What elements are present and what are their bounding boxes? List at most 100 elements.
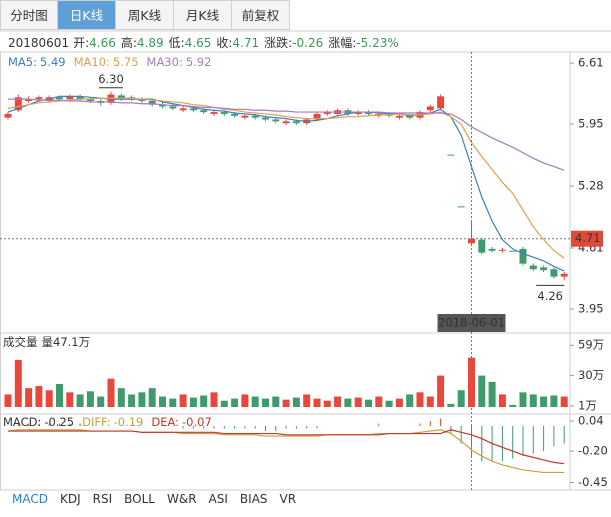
- y-tick-label: 30万: [578, 368, 604, 382]
- volume-bar: [200, 395, 208, 407]
- volume-bar: [262, 398, 269, 407]
- legend-value: -0.25: [44, 415, 74, 429]
- volume-bar: [437, 375, 445, 407]
- field-value: 4.65: [184, 36, 212, 50]
- volume-bar: [107, 378, 115, 407]
- volume-bar: [498, 394, 506, 407]
- candle-body: [210, 112, 218, 114]
- volume-bar: [375, 396, 383, 407]
- candle-body: [560, 273, 568, 277]
- volume-bar: [529, 394, 537, 407]
- field-label: 涨幅:: [328, 36, 357, 50]
- legend-sep: :: [37, 415, 41, 429]
- volume-bar: [292, 397, 300, 407]
- indicator-tab[interactable]: BOLL: [124, 492, 155, 506]
- field-label: 高:: [120, 36, 137, 50]
- indicator-tab[interactable]: RSI: [92, 492, 113, 506]
- indicator-tab[interactable]: KDJ: [59, 492, 81, 506]
- date-marker: [437, 314, 506, 332]
- volume-bar: [354, 397, 362, 407]
- max-label: 6.30: [98, 72, 124, 86]
- candle-body: [519, 248, 527, 264]
- indicator-tab[interactable]: MACD: [12, 492, 48, 506]
- legend: MA5: 5.49 MA10: 5.75 MA30: 5.92: [8, 55, 211, 69]
- tab[interactable]: 前复权: [232, 0, 290, 30]
- field-label: 开:: [73, 36, 90, 50]
- volume-bar: [457, 390, 465, 407]
- candle-body: [457, 206, 465, 208]
- candle-body: [406, 115, 414, 118]
- tab[interactable]: 月K线: [174, 0, 232, 30]
- volume-bar: [159, 396, 166, 407]
- candle-body: [220, 112, 228, 114]
- volume-bar: [323, 400, 331, 407]
- tab[interactable]: 周K线: [116, 0, 174, 30]
- indicator-tab[interactable]: BIAS: [239, 492, 268, 506]
- candle-body: [447, 154, 455, 156]
- ma-line: [8, 98, 565, 171]
- candle-body: [488, 248, 496, 251]
- tab[interactable]: 日K线: [58, 0, 116, 30]
- field-value: 4.66: [89, 36, 116, 50]
- volume-bar: [210, 392, 218, 407]
- volume-bar: [66, 392, 74, 407]
- indicator-tab[interactable]: ASI: [208, 492, 228, 506]
- candle-body: [251, 115, 259, 118]
- indicator-tab[interactable]: W&R: [166, 492, 197, 506]
- legend-name: DEA: [151, 415, 175, 429]
- candle-body: [509, 250, 517, 252]
- y-tick-label: 59万: [578, 338, 604, 352]
- volume-bar: [76, 394, 84, 407]
- volume-bar: [97, 396, 105, 407]
- candle-body: [138, 99, 146, 101]
- volume-bar: [406, 394, 414, 407]
- volume-bar: [550, 395, 558, 407]
- legend-value: 5.49: [40, 55, 66, 69]
- field-label: 涨跌:: [264, 36, 293, 50]
- macd-line: [7, 429, 565, 474]
- volume-bar: [179, 394, 187, 407]
- volume-bar: [395, 398, 403, 407]
- candle-body: [148, 100, 156, 105]
- volume-bar: [272, 396, 280, 407]
- volume-bar: [251, 396, 259, 407]
- volume-bar: [344, 398, 352, 407]
- legend-sep: :: [33, 55, 37, 69]
- volume-bar: [478, 375, 486, 407]
- candle-body: [313, 113, 321, 120]
- candle-body: [437, 96, 445, 109]
- min-label: 4.26: [537, 289, 563, 303]
- candle-body: [231, 113, 239, 116]
- tab[interactable]: 分时图: [0, 0, 58, 30]
- volume-bar: [86, 391, 94, 407]
- legend-value: 5.92: [186, 55, 212, 69]
- legend-value: -0.19: [114, 415, 144, 429]
- volume-bar: [313, 398, 321, 407]
- volume-bar: [447, 403, 455, 407]
- field-label: 低:: [168, 36, 185, 50]
- price-marker: [571, 230, 603, 247]
- volume-bar: [220, 400, 228, 407]
- indicator-tab[interactable]: VR: [279, 492, 297, 506]
- candle-body: [169, 106, 177, 109]
- date: 20180601: [8, 36, 70, 50]
- y-tick-label: -0.45: [578, 475, 608, 489]
- candle-body: [189, 108, 197, 111]
- frame: [0, 30, 611, 491]
- volume-bar: [148, 388, 156, 407]
- candle-body: [323, 112, 331, 114]
- y-tick-label: 5.95: [578, 117, 604, 131]
- volume-bar: [25, 388, 33, 407]
- volume-bar: [519, 392, 527, 407]
- volume-bar: [385, 400, 393, 407]
- y-tick-label: 0.04: [578, 414, 604, 428]
- candle-body: [395, 115, 403, 118]
- field-label: 收:: [216, 36, 233, 50]
- volume-bar: [426, 396, 434, 407]
- tab-bar: 分时图 日K线 周K线 月K线 前复权: [0, 0, 290, 31]
- candle-body: [354, 112, 362, 114]
- volume-bar: [169, 398, 177, 407]
- volume-bar: [128, 394, 136, 407]
- info-bar: 20180601 开:4.66 高:4.89 低:4.65 收:4.71 涨跌:-0.26…: [8, 34, 404, 51]
